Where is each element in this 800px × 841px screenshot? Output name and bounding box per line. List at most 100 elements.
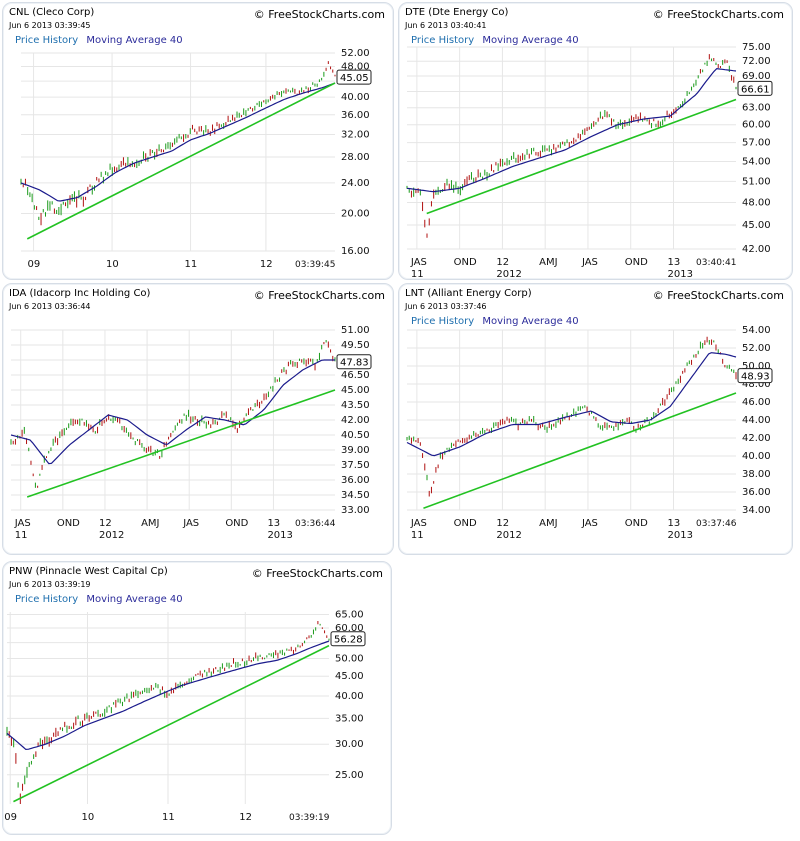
y-tick-label: 51.00 xyxy=(341,325,370,336)
y-tick-label: 36.00 xyxy=(742,487,771,498)
y-tick-label: 48.00 xyxy=(341,61,370,72)
y-tick-label: 44.00 xyxy=(742,415,771,426)
y-tick-label: 35.00 xyxy=(335,713,364,724)
x-tick-label: JAS xyxy=(410,518,427,529)
x-tick-label-year: 11 xyxy=(411,530,424,541)
moving-average-line xyxy=(10,359,335,465)
y-tick-label: 20.00 xyxy=(341,209,370,220)
legend: Price History Moving Average 40 xyxy=(411,35,579,46)
x-tick-label-year: 2013 xyxy=(667,530,692,541)
legend-moving-average[interactable]: Moving Average 40 xyxy=(482,316,579,327)
legend-moving-average[interactable]: Moving Average 40 xyxy=(86,35,183,46)
legend: Price History Moving Average 40 xyxy=(15,35,183,46)
x-tick-label: OND xyxy=(625,518,648,529)
time-label: 03:39:45 xyxy=(295,260,335,270)
last-value-box xyxy=(737,80,773,96)
y-tick-label: 52.00 xyxy=(742,343,771,354)
y-tick-label: 37.50 xyxy=(341,460,370,471)
x-tick-label: JAS xyxy=(581,518,598,529)
x-tick-label-year: 11 xyxy=(411,269,424,279)
y-tick-label: 54.00 xyxy=(742,156,771,167)
x-tick-label: JAS xyxy=(581,257,598,268)
legend-moving-average[interactable]: Moving Average 40 xyxy=(86,594,183,605)
chart-timestamp: Jun 6 2013 03:40:41 xyxy=(405,21,487,30)
x-tick-label-year: 2012 xyxy=(496,269,521,279)
last-value-label: 48.93 xyxy=(741,372,770,383)
x-tick-label: OND xyxy=(625,257,648,268)
chart-timestamp: Jun 6 2013 03:37:46 xyxy=(405,302,487,311)
y-tick-label: 32.00 xyxy=(341,130,370,141)
x-tick-label-year: 11 xyxy=(15,530,28,541)
y-tick-label: 72.00 xyxy=(742,56,771,67)
chart-title: PNW (Pinnacle West Capital Cp) xyxy=(9,566,168,577)
y-tick-label: 30.00 xyxy=(335,739,364,750)
legend-moving-average[interactable]: Moving Average 40 xyxy=(482,35,579,46)
y-tick-label: 69.00 xyxy=(742,71,771,82)
time-label: 03:37:46 xyxy=(696,519,737,529)
y-tick-label: 42.00 xyxy=(742,244,771,255)
time-label: 03:36:44 xyxy=(295,519,336,529)
x-tick-label-year: 2012 xyxy=(496,530,521,541)
x-tick-label: 13 xyxy=(667,257,680,268)
legend-price-history[interactable]: Price History xyxy=(15,594,79,605)
y-tick-label: 57.00 xyxy=(742,138,771,149)
y-tick-label: 50.00 xyxy=(742,361,771,372)
brand-label: © FreeStockCharts.com xyxy=(253,8,385,21)
chart-svg: 52.0048.0044.0040.0036.0032.0028.0024.00… xyxy=(20,48,372,270)
x-tick-label: 12 xyxy=(496,518,509,529)
x-tick-label: 12 xyxy=(99,518,112,529)
brand-label: © FreeStockCharts.com xyxy=(652,8,784,21)
moving-average-line xyxy=(406,352,737,457)
y-tick-label: 28.00 xyxy=(341,152,370,163)
x-tick-label: 13 xyxy=(667,518,680,529)
legend-price-history[interactable]: Price History xyxy=(15,35,79,46)
x-tick-label: JAS xyxy=(182,518,199,529)
trend-line xyxy=(26,389,336,498)
brand-label: © FreeStockCharts.com xyxy=(251,567,383,580)
y-tick-label: 49.50 xyxy=(341,340,370,351)
brand-label: © FreeStockCharts.com xyxy=(652,289,784,302)
x-tick-label: 13 xyxy=(267,518,280,529)
y-tick-label: 60.00 xyxy=(335,623,364,634)
chart-timestamp: Jun 6 2013 03:39:19 xyxy=(9,580,91,589)
chart-title: LNT (Alliant Energy Corp) xyxy=(405,288,532,299)
last-value-box xyxy=(336,69,372,85)
trend-line xyxy=(26,82,336,240)
x-tick-label: 09 xyxy=(4,812,17,823)
x-tick-label: OND xyxy=(454,257,477,268)
y-tick-label: 34.50 xyxy=(341,490,370,501)
chart-panel-cnl: 52.0048.0044.0040.0036.0032.0028.0024.00… xyxy=(2,2,394,280)
x-tick-label: OND xyxy=(225,518,248,529)
chart-timestamp: Jun 6 2013 03:36:44 xyxy=(9,302,91,311)
x-tick-label: OND xyxy=(57,518,80,529)
trend-line xyxy=(426,98,737,215)
x-tick-label: 11 xyxy=(185,259,198,270)
x-tick-label-year: 2013 xyxy=(667,269,692,279)
y-tick-label: 25.00 xyxy=(335,770,364,781)
y-tick-label: 60.00 xyxy=(742,120,771,131)
legend: Price History Moving Average 40 xyxy=(411,316,579,327)
y-tick-label: 42.00 xyxy=(341,415,370,426)
empty-area xyxy=(392,554,800,841)
chart-title: DTE (Dte Energy Co) xyxy=(405,7,509,18)
y-tick-label: 36.00 xyxy=(341,110,370,121)
x-tick-label: JAS xyxy=(14,518,31,529)
y-tick-label: 40.50 xyxy=(341,430,370,441)
y-tick-label: 48.00 xyxy=(742,197,771,208)
legend-price-history[interactable]: Price History xyxy=(411,316,475,327)
y-tick-label: 42.00 xyxy=(742,433,771,444)
y-tick-label: 52.00 xyxy=(341,48,370,59)
y-tick-label: 36.00 xyxy=(341,475,370,486)
y-tick-label: 48.00 xyxy=(742,379,771,390)
x-tick-label: JAS xyxy=(410,257,427,268)
y-tick-label: 43.50 xyxy=(341,400,370,411)
chart-panel-lnt: 54.00 52.00 50.00 48.00 46.00 44.00 42.00 40.00… xyxy=(398,283,793,555)
x-tick-label: 10 xyxy=(82,812,95,823)
x-tick-label: 12 xyxy=(496,257,509,268)
last-value-label: 47.83 xyxy=(340,358,369,369)
legend-price-history[interactable]: Price History xyxy=(411,35,475,46)
y-tick-label: 46.50 xyxy=(341,370,370,381)
chart-title: CNL (Cleco Corp) xyxy=(9,7,95,18)
y-tick-label: 54.00 xyxy=(742,325,771,336)
y-tick-label: 33.00 xyxy=(341,505,370,516)
